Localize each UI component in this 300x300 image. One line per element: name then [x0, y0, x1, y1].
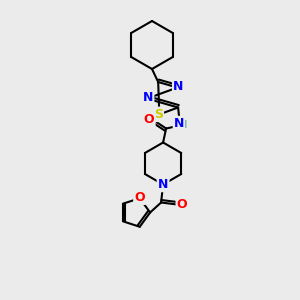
Text: N: N	[173, 80, 184, 93]
Text: O: O	[177, 198, 188, 211]
Text: N: N	[174, 117, 184, 130]
Text: H: H	[178, 119, 188, 130]
Text: N: N	[158, 178, 168, 191]
Text: N: N	[143, 91, 153, 104]
Text: S: S	[154, 108, 163, 121]
Text: O: O	[134, 191, 145, 204]
Text: O: O	[144, 113, 154, 126]
